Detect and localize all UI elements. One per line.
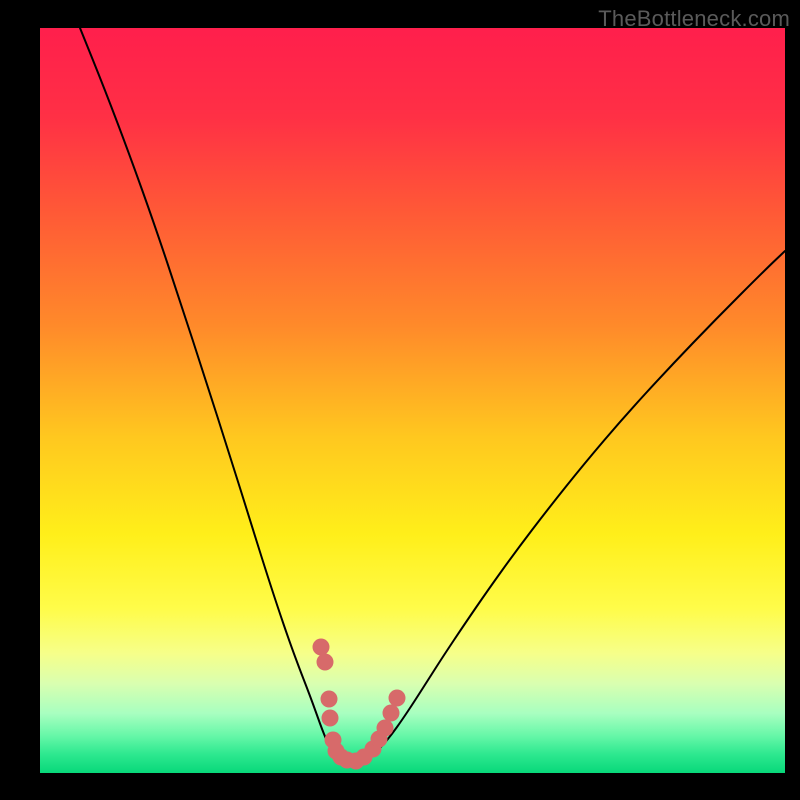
data-marker [321, 691, 338, 708]
data-marker [389, 690, 406, 707]
watermark-text: TheBottleneck.com [598, 6, 790, 32]
data-marker [322, 710, 339, 727]
data-marker [313, 639, 330, 656]
plot-area [40, 28, 785, 773]
plot-svg [40, 28, 785, 773]
data-marker [377, 720, 394, 737]
data-marker [317, 654, 334, 671]
data-marker [383, 705, 400, 722]
gradient-background [40, 28, 785, 773]
chart-frame: TheBottleneck.com [0, 0, 800, 800]
